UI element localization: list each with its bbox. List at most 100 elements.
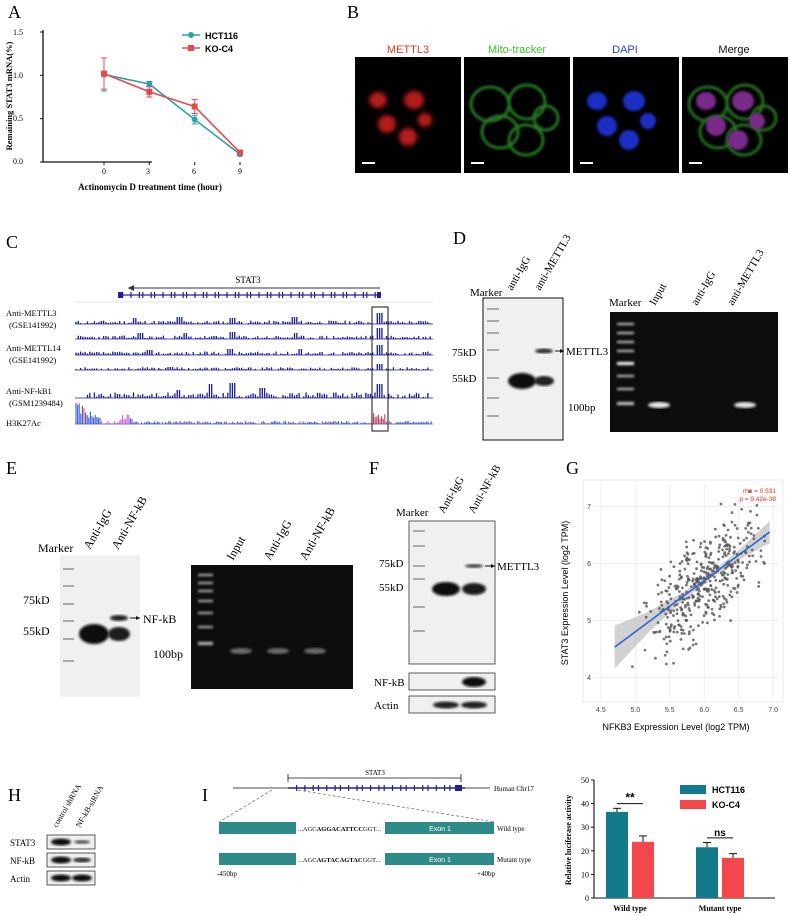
g-point bbox=[733, 523, 737, 527]
g-point bbox=[689, 585, 693, 589]
g-point bbox=[665, 600, 669, 603]
g-annotation: rho = 0.531 bbox=[743, 488, 776, 495]
g-point bbox=[675, 608, 679, 612]
g-point bbox=[684, 540, 688, 544]
d-lane-label: Marker bbox=[470, 287, 503, 299]
panel-label-g: G bbox=[566, 458, 579, 478]
c-exon bbox=[214, 292, 216, 298]
g-point bbox=[719, 502, 723, 506]
b-image-mettl3 bbox=[355, 57, 461, 173]
g-point bbox=[684, 603, 687, 607]
a-ytick: 0.5 bbox=[13, 114, 23, 123]
g-point bbox=[749, 526, 753, 530]
g-point bbox=[663, 653, 667, 657]
g-point bbox=[664, 622, 668, 626]
g-point bbox=[683, 597, 687, 601]
g-point bbox=[740, 507, 744, 511]
g-point bbox=[685, 559, 689, 563]
c-track-label: Anti-METTL3 bbox=[6, 308, 57, 318]
f-lane-label: Anti-IgG bbox=[436, 475, 467, 516]
g-point bbox=[696, 624, 700, 628]
a-xtick: 3 bbox=[146, 167, 150, 176]
g-point bbox=[658, 629, 662, 633]
g-point bbox=[702, 576, 706, 580]
a-point bbox=[237, 149, 243, 156]
svg-text:...AGCAGTACAGTACGGT...: ...AGCAGTACAGTACGGT... bbox=[298, 857, 381, 864]
g-point bbox=[705, 572, 709, 576]
b-label-mitotracker: Mito-tracker bbox=[488, 44, 546, 56]
e-marker-label: 75kD bbox=[23, 593, 50, 607]
g-point bbox=[685, 556, 689, 560]
g-point bbox=[680, 631, 684, 635]
g-xtick: 4.5 bbox=[596, 707, 606, 714]
e-western-blot bbox=[60, 555, 140, 697]
g-point bbox=[669, 623, 673, 627]
g-point bbox=[660, 578, 664, 582]
c-gene-label: STAT3 bbox=[235, 275, 261, 285]
g-point bbox=[660, 603, 664, 607]
f-blot-label: Actin bbox=[374, 700, 399, 712]
e-gel-lane-label: Anti-NF-kB bbox=[296, 505, 337, 563]
g-point bbox=[736, 565, 740, 569]
i-exon bbox=[405, 785, 407, 791]
panel-c: C STAT3 Anti-METTL3 (GSE141992) Anti-MET… bbox=[6, 232, 433, 432]
g-point bbox=[734, 569, 738, 572]
i-exon bbox=[422, 785, 424, 791]
g-point bbox=[660, 591, 664, 594]
d-gel-lane-label: Input bbox=[647, 281, 669, 307]
g-point bbox=[714, 586, 718, 590]
i-gene-label: STAT3 bbox=[365, 769, 385, 777]
i-mutant-type-label: Mutant type bbox=[497, 856, 531, 864]
i-exon bbox=[339, 785, 341, 791]
c-exon bbox=[246, 292, 248, 298]
a-point bbox=[101, 70, 107, 77]
g-point bbox=[757, 585, 761, 588]
g-point bbox=[693, 603, 697, 607]
g-plot-area: 4.5 5.0 5.5 6.0 6.5 7.0 4 5 6 7 bbox=[587, 484, 780, 714]
g-point bbox=[745, 536, 748, 540]
g-point bbox=[686, 562, 690, 566]
c-exon bbox=[330, 292, 332, 298]
g-point bbox=[684, 618, 688, 622]
c-track-label: (GSM1239484) bbox=[9, 398, 63, 408]
g-point bbox=[718, 614, 721, 618]
g-point bbox=[723, 576, 727, 580]
g-point bbox=[763, 562, 766, 565]
a-ytick: 1.0 bbox=[13, 71, 23, 80]
g-point bbox=[663, 579, 667, 583]
g-point bbox=[706, 588, 710, 591]
a-plot-area bbox=[40, 31, 243, 165]
g-point bbox=[666, 615, 669, 619]
g-point bbox=[698, 594, 702, 598]
g-point bbox=[652, 630, 656, 634]
g-point bbox=[752, 537, 756, 541]
g-xtick: 7.0 bbox=[768, 707, 778, 714]
e-lane-label: Marker bbox=[38, 541, 73, 555]
i-exon bbox=[304, 785, 306, 791]
g-point bbox=[692, 583, 696, 586]
g-point bbox=[694, 599, 698, 603]
g-point bbox=[668, 574, 671, 578]
g-point bbox=[699, 569, 703, 573]
g-point bbox=[685, 551, 689, 555]
f-marker-label: 75kD bbox=[379, 558, 404, 570]
i-xtick: Mutant type bbox=[699, 904, 742, 913]
g-point bbox=[688, 558, 691, 562]
i-chrom-label: Human Chr17 bbox=[494, 785, 534, 793]
g-point bbox=[744, 551, 748, 555]
c-exon bbox=[310, 292, 312, 298]
panel-label-i: I bbox=[202, 785, 208, 805]
f-western-blot bbox=[408, 520, 496, 665]
g-point bbox=[680, 607, 684, 611]
panel-label-c: C bbox=[6, 232, 18, 252]
g-point bbox=[675, 630, 679, 634]
f-marker-label: 55kD bbox=[379, 582, 404, 594]
i-bar bbox=[722, 857, 744, 898]
g-point bbox=[730, 569, 734, 572]
i-legend-swatch-hct116 bbox=[680, 785, 706, 794]
panel-a: A 0.0 0.5 1.0 1.5 0 3 6 9 Actinomycin D … bbox=[4, 2, 243, 192]
g-point bbox=[691, 643, 695, 647]
g-point bbox=[704, 612, 708, 615]
g-point bbox=[681, 611, 685, 615]
c-exon bbox=[290, 292, 292, 298]
